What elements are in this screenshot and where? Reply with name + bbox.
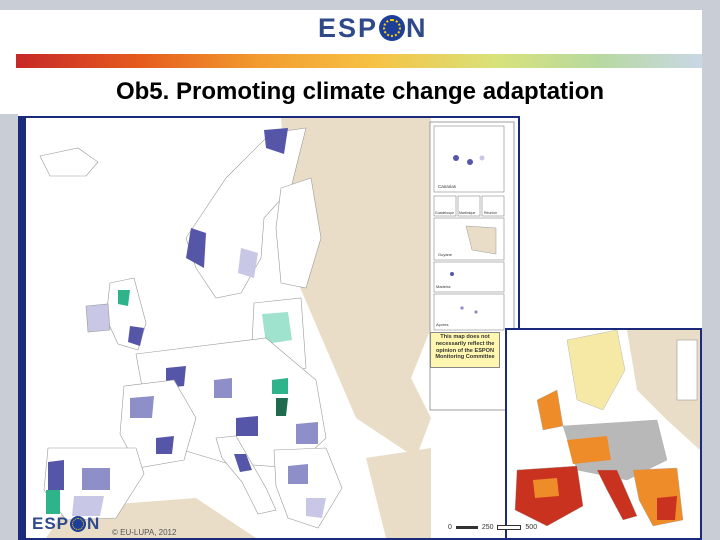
- spain-central-region: [82, 468, 110, 490]
- iceland: [39, 147, 99, 177]
- inset-label-guyane: Guyane: [438, 252, 453, 257]
- scandinavia: [185, 127, 307, 299]
- acores-inset: [433, 293, 505, 331]
- ireland: [85, 303, 111, 333]
- northern-norway-region: [264, 128, 288, 154]
- canarias-inset: [433, 125, 505, 193]
- inset-iberia-orange: [533, 478, 559, 498]
- acores-island: [460, 306, 464, 310]
- guadeloupe-inset: [433, 195, 457, 217]
- martinique-inset: [457, 195, 481, 217]
- balkan-region: [288, 464, 308, 484]
- finland: [275, 177, 322, 289]
- scale-label: 500: [525, 524, 538, 531]
- footer-logo-text-right: N: [87, 514, 101, 533]
- footer-espon-logo: ESP N: [32, 514, 100, 534]
- norway-coast-region: [186, 228, 206, 268]
- poland-teal-region: [272, 378, 288, 394]
- italy: [215, 435, 277, 515]
- canarias-island: [453, 155, 459, 161]
- baltic-teal-region: [262, 312, 292, 344]
- france-south-region: [156, 436, 174, 454]
- inset-italy: [596, 469, 638, 521]
- scale-bar: 0 250 500: [448, 524, 537, 531]
- inset-scandinavia: [566, 330, 626, 411]
- non-espon-land-east: [281, 118, 431, 458]
- spain-south-region: [72, 496, 104, 516]
- madeira-inset: [433, 261, 505, 293]
- main-map-svg: Canarias Guadeloupe Martinique Réunion G…: [26, 118, 518, 538]
- england-dark-region: [128, 326, 144, 346]
- scale-segment: [497, 524, 522, 530]
- inset-label-guadeloupe: Guadeloupe: [435, 211, 454, 215]
- madeira-island: [450, 272, 454, 276]
- inset-label-martinique: Martinique: [459, 211, 475, 215]
- sweden-region: [238, 248, 258, 278]
- eu-stars-icon: [379, 15, 406, 41]
- acores-island: [474, 310, 478, 314]
- alpine-region: [236, 416, 258, 436]
- inset-label-canarias: Canarias: [438, 184, 457, 189]
- romania-region: [296, 422, 318, 444]
- footer-logo-text-left: ESP: [32, 514, 70, 533]
- scale-segment: [455, 525, 478, 529]
- scotland-teal-region: [118, 290, 130, 306]
- color-stripe: [16, 54, 702, 68]
- header: [16, 10, 702, 54]
- non-espon-land-southeast: [366, 448, 431, 538]
- eu-stars-icon: [70, 516, 87, 532]
- logo-text-right: N: [406, 12, 428, 43]
- guyane-land: [465, 225, 497, 255]
- inset-outermost-panel: [676, 339, 698, 401]
- poland-dark-teal-region: [276, 398, 288, 416]
- italy-central-region: [234, 454, 252, 472]
- canarias-island: [467, 159, 473, 165]
- map-copyright: © EU-LUPA, 2012: [112, 528, 177, 537]
- inset-label-acores: Açores: [436, 322, 448, 327]
- climate-inset-svg: [507, 330, 700, 538]
- greece-region: [306, 498, 326, 518]
- top-bar: [0, 0, 720, 10]
- scale-label: 250: [481, 524, 494, 531]
- inset-label-madeira: Madeira: [436, 284, 451, 289]
- france-west-region: [130, 396, 154, 418]
- portugal-north-region: [48, 460, 64, 490]
- climate-inset-map: [505, 328, 702, 540]
- germany-region: [214, 378, 232, 398]
- map-disclaimer: This map does not necessarily reflect th…: [430, 332, 500, 368]
- slide-title: Ob5. Promoting climate change adaptation: [115, 78, 605, 105]
- logo-text-left: ESP: [318, 12, 379, 43]
- espon-logo: ESP N: [318, 13, 428, 43]
- portugal-south-teal-region: [46, 490, 60, 514]
- main-map: Canarias Guadeloupe Martinique Réunion G…: [18, 116, 520, 540]
- inset-greece: [657, 496, 677, 520]
- reunion-inset: [481, 195, 505, 217]
- left-frame: [0, 114, 18, 540]
- inset-label-reunion: Réunion: [484, 211, 497, 215]
- inset-germany-region: [567, 436, 611, 464]
- scale-label: 0: [448, 524, 452, 531]
- canarias-island: [479, 155, 485, 161]
- right-frame: [702, 0, 720, 540]
